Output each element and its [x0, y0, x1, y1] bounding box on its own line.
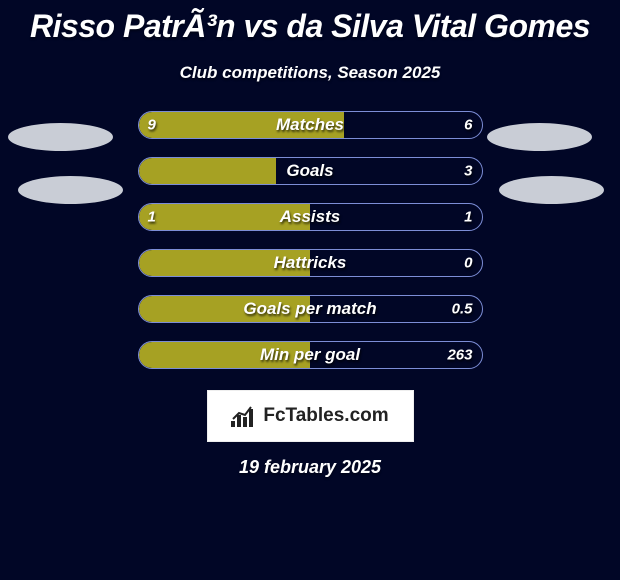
stat-value-left: 1 — [148, 209, 156, 226]
player-avatar-placeholder — [487, 123, 592, 151]
player-avatar-placeholder — [499, 176, 604, 204]
fctables-icon — [231, 405, 257, 427]
stat-row: Goals3 — [138, 157, 483, 185]
date-label: 19 february 2025 — [0, 457, 620, 478]
stat-bar-fill — [139, 112, 345, 138]
stat-row: Goals per match0.5 — [138, 295, 483, 323]
stat-row: Min per goal263 — [138, 341, 483, 369]
stat-bar-fill — [139, 158, 276, 184]
stat-bar-track — [138, 249, 483, 277]
stat-bar-fill — [139, 296, 311, 322]
stat-bar-track — [138, 341, 483, 369]
stat-value-right: 0 — [464, 255, 472, 272]
stat-bar-track — [138, 157, 483, 185]
stat-bar-fill — [139, 342, 311, 368]
stat-value-right: 0.5 — [452, 301, 473, 318]
stat-value-right: 6 — [464, 117, 472, 134]
season-subtitle: Club competitions, Season 2025 — [0, 63, 620, 83]
stat-bar-fill — [139, 204, 311, 230]
logo-card[interactable]: FcTables.com — [208, 391, 413, 441]
logo-text: FcTables.com — [263, 405, 388, 427]
stat-value-left: 9 — [148, 117, 156, 134]
stat-row: Hattricks0 — [138, 249, 483, 277]
stat-bar-track — [138, 203, 483, 231]
stat-row: Matches96 — [138, 111, 483, 139]
stat-value-right: 3 — [464, 163, 472, 180]
stat-row: Assists11 — [138, 203, 483, 231]
stat-value-right: 263 — [447, 347, 472, 364]
player-avatar-placeholder — [8, 123, 113, 151]
page-title: Risso PatrÃ³n vs da Silva Vital Gomes — [0, 0, 620, 45]
stat-bar-fill — [139, 250, 311, 276]
stat-bar-track — [138, 111, 483, 139]
stat-value-right: 1 — [464, 209, 472, 226]
player-avatar-placeholder — [18, 176, 123, 204]
stat-bar-track — [138, 295, 483, 323]
